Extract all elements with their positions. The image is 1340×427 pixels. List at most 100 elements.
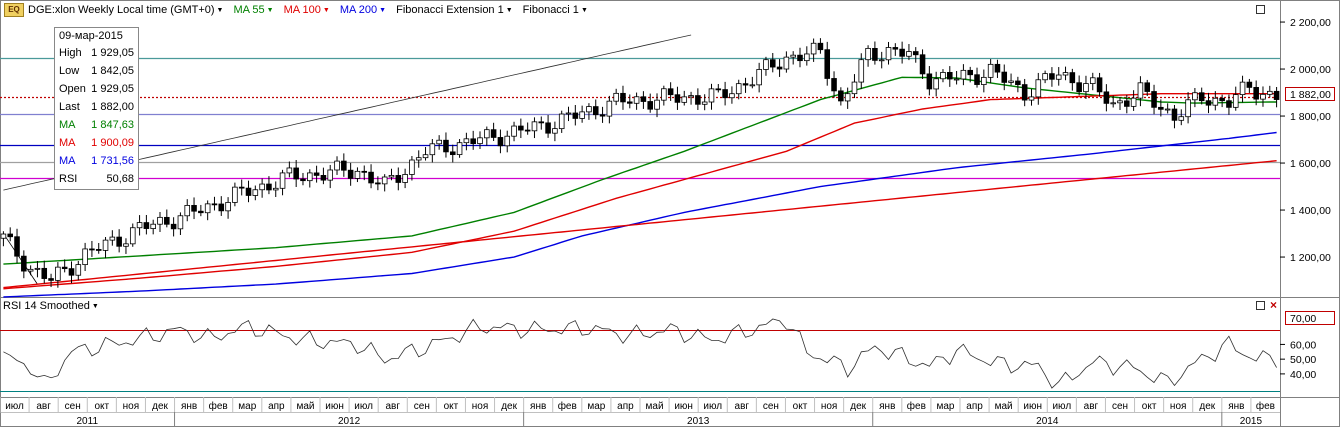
candle-body — [361, 170, 368, 173]
maximize-price-panel-icon[interactable] — [1256, 5, 1265, 14]
candle-body — [211, 203, 218, 206]
candle-body — [1171, 108, 1178, 121]
month-label: июн — [674, 401, 693, 412]
candle-body — [136, 222, 143, 229]
candle-body — [729, 93, 735, 99]
indicator-ma200[interactable]: MA 200 ▼ — [339, 4, 387, 16]
year-label: 2011 — [77, 416, 99, 427]
candle-body — [409, 159, 415, 175]
candle-body — [708, 88, 715, 103]
indicator-fibonacci[interactable]: Fibonacci 1 ▼ — [522, 4, 588, 16]
candle-body — [1219, 97, 1225, 102]
candle-body — [1212, 97, 1219, 106]
candle-body — [953, 78, 960, 81]
candle-body — [368, 171, 374, 184]
data-infobox: 09-мар-2015 High 1 929,05 Low 1 842,05 Ope… — [54, 27, 139, 190]
rsi-line — [3, 318, 1277, 389]
infobox-row-ma200: MA 1 731,56 — [59, 155, 134, 167]
candle-body — [960, 69, 967, 80]
indicator-fib-extension[interactable]: Fibonacci Extension 1 ▼ — [396, 4, 513, 16]
candle-body — [1117, 100, 1123, 104]
candle-body — [790, 54, 796, 58]
month-label: окт — [1142, 401, 1157, 412]
candle-body — [851, 81, 858, 95]
candle-body — [75, 264, 82, 276]
candle-body — [695, 95, 701, 105]
price-tick-label: 1 200,00 — [1290, 252, 1331, 264]
candle-body — [443, 139, 449, 153]
candle-body — [1008, 80, 1014, 83]
candle-body — [1069, 72, 1076, 84]
last-price-tag: 1 882,00 — [1285, 87, 1335, 101]
month-label: июл — [1052, 401, 1071, 412]
candle-body — [899, 48, 905, 57]
candle-body — [763, 59, 769, 70]
candle-body — [599, 114, 606, 117]
candle-body — [885, 47, 892, 61]
candle-body — [375, 182, 381, 185]
candle-body — [769, 59, 776, 68]
candle-body — [1226, 100, 1232, 108]
candle-body — [238, 186, 245, 189]
candle-body — [402, 174, 408, 183]
infobox-row: Open 1 929,05 — [59, 83, 134, 95]
candle-body — [272, 187, 279, 191]
month-label: авг — [36, 401, 51, 412]
candle-body — [1273, 90, 1280, 100]
candle-body — [1151, 91, 1157, 108]
candle-body — [157, 216, 163, 225]
symbol-title[interactable]: DGE:xlon Weekly Local time (GMT+0) ▼ — [28, 4, 224, 16]
candle-body — [1178, 116, 1185, 121]
candle-body — [89, 248, 95, 251]
month-label: фев — [1256, 400, 1275, 412]
month-label: июл — [703, 401, 722, 412]
candle-body — [150, 223, 156, 229]
month-label: дек — [1199, 401, 1215, 412]
price-tick-label: 1 800,00 — [1290, 111, 1331, 123]
month-label: мар — [936, 401, 954, 412]
infobox-row: Low 1 842,05 — [59, 65, 134, 77]
month-label: ноя — [821, 401, 838, 412]
indicator-ma55[interactable]: MA 55 ▼ — [233, 4, 274, 16]
candle-body — [1130, 97, 1137, 107]
year-label: 2014 — [1036, 416, 1059, 427]
candle-body — [252, 189, 259, 196]
month-label: май — [995, 401, 1013, 412]
month-label: сен — [1112, 401, 1128, 412]
maximize-rsi-panel-icon[interactable] — [1256, 301, 1265, 310]
candle-body — [484, 129, 490, 139]
candle-body — [797, 54, 803, 62]
candle-body — [279, 172, 286, 189]
candle-body — [27, 268, 34, 272]
month-label: сен — [414, 401, 430, 412]
candle-body — [1232, 94, 1239, 108]
candle-body — [293, 167, 299, 180]
month-label: фев — [209, 400, 228, 412]
close-rsi-panel-icon[interactable]: × — [1269, 298, 1277, 312]
candle-body — [654, 99, 660, 110]
indicator-ma100[interactable]: MA 100 ▼ — [283, 4, 330, 16]
candle-body — [41, 267, 48, 279]
candle-body — [1001, 71, 1008, 83]
candle-body — [633, 96, 640, 104]
candle-body — [926, 73, 933, 90]
candle-body — [68, 268, 75, 276]
candle-body — [34, 267, 41, 270]
candle-body — [55, 266, 61, 281]
series-line — [3, 93, 1277, 290]
rsi-panel-title[interactable]: RSI 14 Smoothed ▼ — [3, 300, 99, 312]
month-label: июн — [1023, 401, 1042, 412]
candle-body — [940, 71, 946, 80]
candle-body — [878, 59, 885, 62]
candle-body — [817, 42, 824, 51]
candle-body — [967, 69, 973, 76]
series-line — [3, 233, 38, 285]
month-label: мар — [238, 401, 256, 412]
candle-body — [735, 83, 742, 95]
month-label: фев — [907, 400, 926, 412]
candle-body — [1096, 77, 1103, 93]
candle-body — [21, 255, 27, 272]
candle-body — [266, 183, 272, 191]
candle-body — [1239, 81, 1246, 96]
month-label: авг — [1084, 401, 1099, 412]
